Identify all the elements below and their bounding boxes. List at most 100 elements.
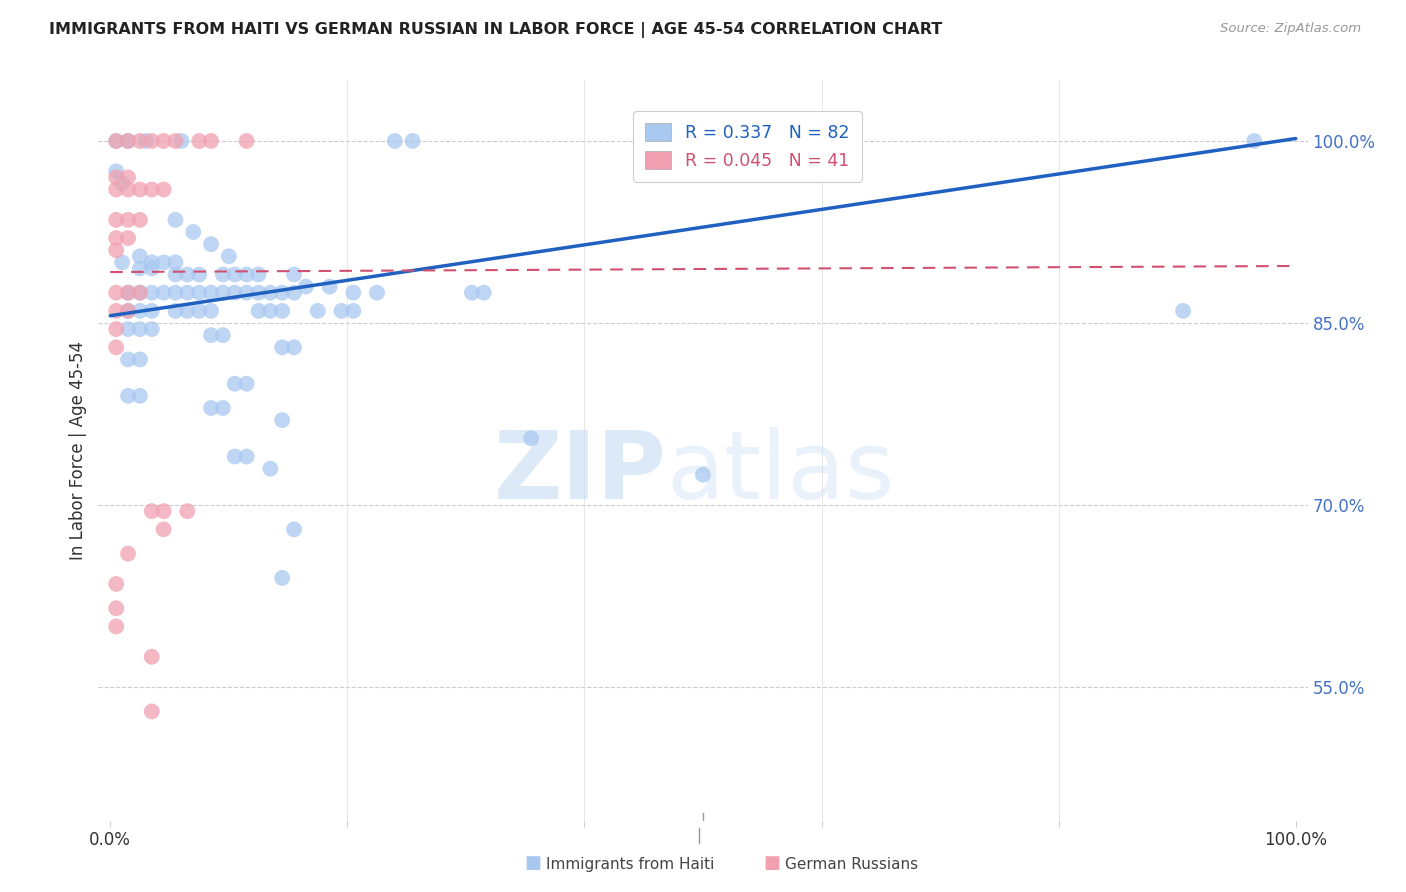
Point: [165, 212, 187, 227]
Point: [105, 170, 128, 185]
Point: [366, 285, 388, 300]
Point: [141, 504, 163, 518]
Point: [318, 279, 340, 293]
Point: [247, 285, 270, 300]
Point: [117, 304, 139, 318]
Point: [152, 285, 174, 300]
Point: [200, 328, 222, 343]
Point: [165, 268, 187, 282]
Point: [105, 164, 128, 178]
Point: [235, 268, 257, 282]
Point: [105, 340, 128, 354]
Point: [259, 304, 281, 318]
Text: ■: ■: [763, 855, 780, 872]
Point: [472, 285, 495, 300]
Point: [141, 255, 163, 269]
Point: [271, 340, 294, 354]
Point: [259, 285, 281, 300]
Point: [188, 304, 211, 318]
Point: [176, 268, 198, 282]
Point: [212, 328, 235, 343]
Point: [176, 304, 198, 318]
Point: [200, 134, 222, 148]
Point: [117, 231, 139, 245]
Point: [212, 268, 235, 282]
Point: [384, 134, 406, 148]
Point: [117, 285, 139, 300]
Point: [188, 285, 211, 300]
Point: [152, 504, 174, 518]
Point: [235, 450, 257, 464]
Point: [117, 134, 139, 148]
Point: [117, 322, 139, 336]
Point: [520, 431, 543, 445]
Text: German Russians: German Russians: [785, 857, 918, 872]
Text: Source: ZipAtlas.com: Source: ZipAtlas.com: [1220, 22, 1361, 36]
Point: [152, 522, 174, 536]
Point: [224, 285, 246, 300]
Point: [152, 255, 174, 269]
Point: [105, 619, 128, 633]
Point: [105, 243, 128, 257]
Point: [152, 182, 174, 196]
Point: [283, 522, 305, 536]
Point: [141, 182, 163, 196]
Point: [307, 304, 329, 318]
Text: atlas: atlas: [666, 426, 896, 518]
Point: [461, 285, 484, 300]
Point: [283, 340, 305, 354]
Point: [111, 177, 134, 191]
Point: [401, 134, 423, 148]
Point: [117, 212, 139, 227]
Point: [105, 601, 128, 615]
Point: [152, 134, 174, 148]
Point: [200, 285, 222, 300]
Point: [271, 571, 294, 585]
Point: [1243, 134, 1265, 148]
Text: IMMIGRANTS FROM HAITI VS GERMAN RUSSIAN IN LABOR FORCE | AGE 45-54 CORRELATION C: IMMIGRANTS FROM HAITI VS GERMAN RUSSIAN …: [49, 22, 942, 38]
Point: [105, 134, 128, 148]
Point: [117, 304, 139, 318]
Point: [224, 268, 246, 282]
Point: [200, 304, 222, 318]
Point: [235, 376, 257, 391]
Point: [283, 285, 305, 300]
Point: [141, 285, 163, 300]
Point: [129, 261, 152, 276]
Point: [271, 413, 294, 427]
Point: [295, 279, 318, 293]
Point: [129, 304, 152, 318]
Point: [117, 170, 139, 185]
Point: [235, 134, 257, 148]
Point: [176, 285, 198, 300]
Point: [224, 450, 246, 464]
Point: [129, 322, 152, 336]
Point: [200, 237, 222, 252]
Point: [141, 134, 163, 148]
Point: [247, 268, 270, 282]
Point: [271, 285, 294, 300]
Point: [117, 389, 139, 403]
Point: [105, 231, 128, 245]
Point: [117, 285, 139, 300]
Text: ZIP: ZIP: [494, 426, 666, 518]
Point: [212, 401, 235, 415]
Point: [117, 134, 139, 148]
Point: [117, 547, 139, 561]
Point: [176, 504, 198, 518]
Point: [141, 322, 163, 336]
Point: [135, 134, 157, 148]
Point: [111, 255, 134, 269]
Point: [283, 268, 305, 282]
Point: [129, 389, 152, 403]
Point: [117, 182, 139, 196]
Point: [330, 304, 353, 318]
Text: ■: ■: [524, 855, 541, 872]
Point: [224, 376, 246, 391]
Point: [188, 134, 211, 148]
Text: Immigrants from Haiti: Immigrants from Haiti: [546, 857, 714, 872]
Point: [105, 182, 128, 196]
Point: [165, 285, 187, 300]
Point: [200, 401, 222, 415]
Point: [129, 182, 152, 196]
